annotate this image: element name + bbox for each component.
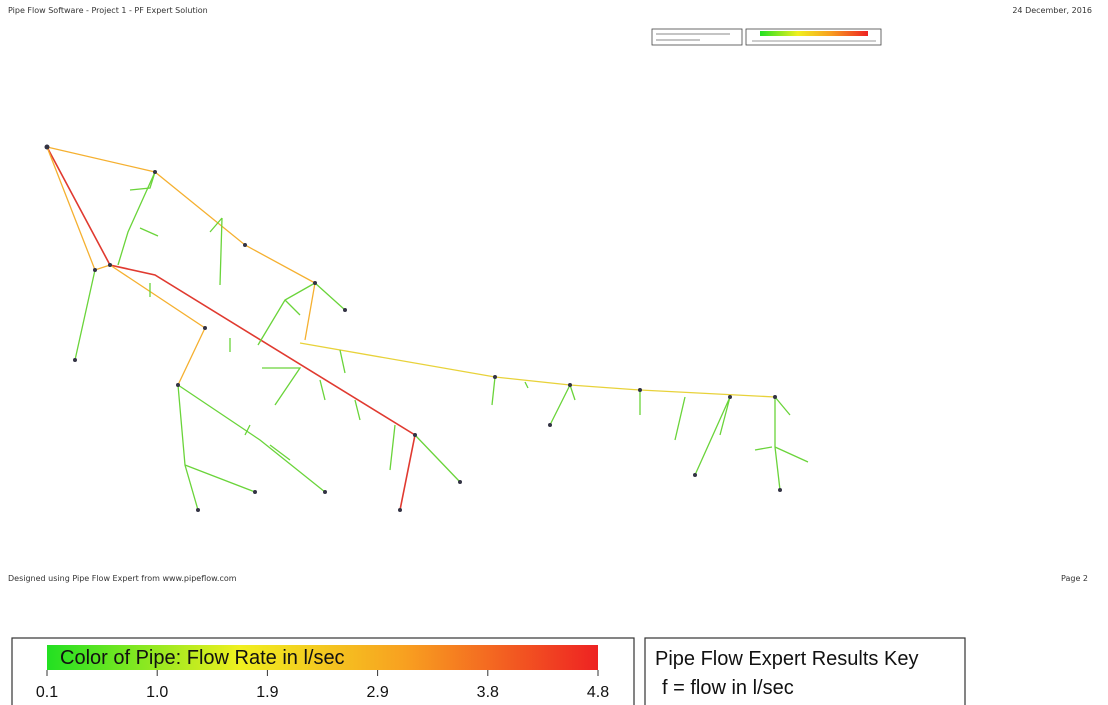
scale-label: 3.8 — [477, 684, 499, 701]
mini-key — [652, 29, 881, 45]
results-key: Pipe Flow Expert Results Key f = flow in… — [645, 638, 965, 705]
scale-label: 0.1 — [36, 684, 58, 701]
header-title: Pipe Flow Software - Project 1 - PF Expe… — [8, 6, 208, 15]
footer-credit: Designed using Pipe Flow Expert from www… — [8, 574, 237, 583]
footer-page: Page 2 — [1061, 574, 1088, 583]
pipe-network — [47, 147, 808, 510]
legend: Color of Pipe: Flow Rate in l/sec 0.1 1.0… — [12, 638, 634, 705]
page: Pipe Flow Software - Project 1 - PF Expe… — [0, 0, 1108, 705]
scale-label: 4.8 — [587, 684, 609, 701]
drawing: Pipe Flow Software - Project 1 - PF Expe… — [0, 0, 1108, 705]
pipe-nodes — [45, 145, 783, 513]
results-key-note: f = flow in l/sec — [662, 677, 794, 699]
results-key-title: Pipe Flow Expert Results Key — [655, 648, 918, 670]
scale-label: 2.9 — [366, 684, 388, 701]
header-date: 24 December, 2016 — [1012, 6, 1092, 15]
scale-label: 1.9 — [256, 684, 278, 701]
scale-label: 1.0 — [146, 684, 168, 701]
legend-title: Color of Pipe: Flow Rate in l/sec — [60, 647, 345, 669]
